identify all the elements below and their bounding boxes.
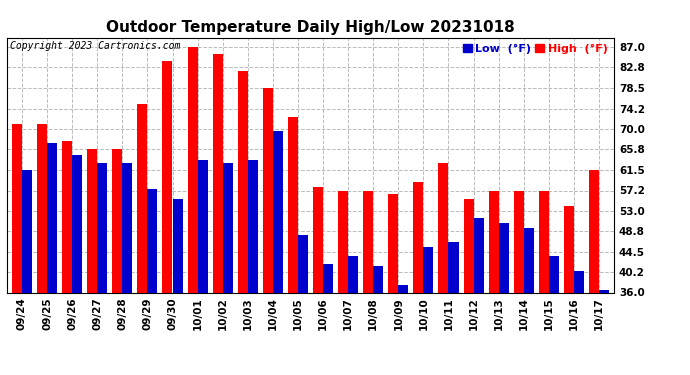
Bar	[348, 256, 358, 292]
Bar	[574, 271, 584, 292]
Bar	[473, 218, 484, 292]
Bar	[137, 104, 148, 292]
Bar	[197, 160, 208, 292]
Bar	[499, 223, 509, 292]
Bar	[448, 242, 459, 292]
Bar	[97, 163, 107, 292]
Bar	[539, 190, 549, 292]
Bar	[373, 266, 383, 292]
Bar	[223, 163, 233, 292]
Bar	[599, 290, 609, 292]
Bar	[248, 160, 258, 292]
Bar	[313, 187, 323, 292]
Bar	[122, 163, 132, 292]
Bar	[238, 71, 248, 292]
Bar	[464, 199, 473, 292]
Bar	[47, 143, 57, 292]
Bar	[438, 163, 449, 292]
Bar	[589, 170, 599, 292]
Bar	[62, 141, 72, 292]
Bar	[413, 182, 424, 292]
Bar	[398, 285, 408, 292]
Bar	[288, 117, 298, 292]
Bar	[12, 124, 22, 292]
Bar	[162, 61, 172, 292]
Bar	[323, 264, 333, 292]
Legend: Low  (°F), High  (°F): Low (°F), High (°F)	[462, 43, 609, 55]
Bar	[188, 47, 197, 292]
Bar	[338, 190, 348, 292]
Bar	[263, 88, 273, 292]
Bar	[564, 206, 574, 292]
Bar	[148, 189, 157, 292]
Bar	[87, 149, 97, 292]
Bar	[273, 131, 283, 292]
Bar	[489, 190, 499, 292]
Bar	[363, 190, 373, 292]
Bar	[424, 247, 433, 292]
Bar	[388, 194, 398, 292]
Bar	[37, 124, 47, 292]
Bar	[524, 228, 534, 292]
Bar	[549, 256, 559, 292]
Bar	[172, 199, 183, 292]
Title: Outdoor Temperature Daily High/Low 20231018: Outdoor Temperature Daily High/Low 20231…	[106, 20, 515, 35]
Bar	[514, 190, 524, 292]
Bar	[22, 170, 32, 292]
Text: Copyright 2023 Cartronics.com: Copyright 2023 Cartronics.com	[10, 41, 180, 51]
Bar	[298, 235, 308, 292]
Bar	[213, 54, 223, 292]
Bar	[72, 155, 82, 292]
Bar	[112, 149, 122, 292]
